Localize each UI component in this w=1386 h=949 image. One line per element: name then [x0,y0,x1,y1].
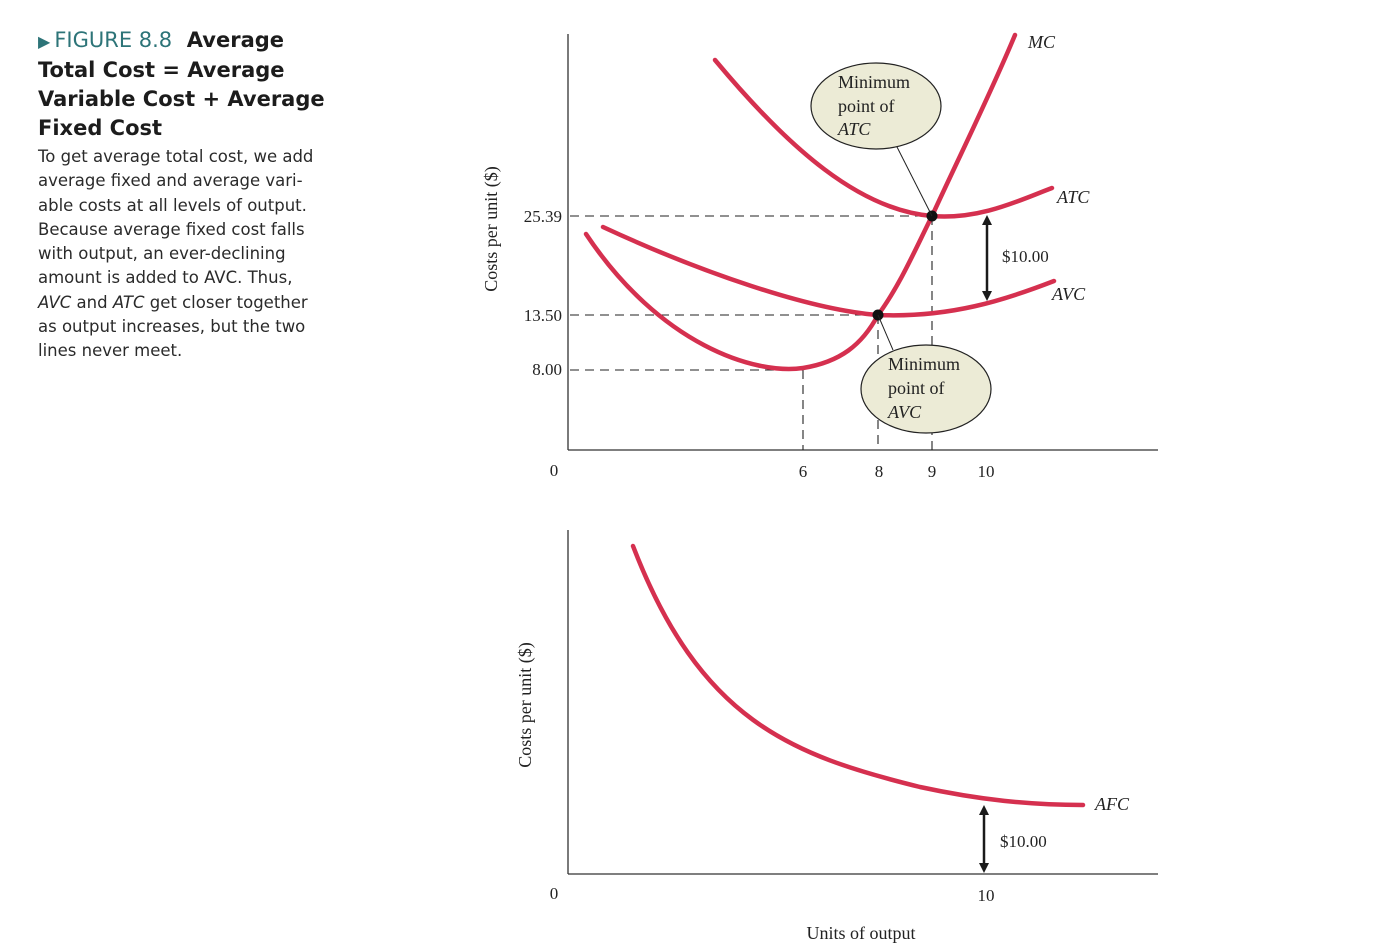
figure-caption: ▶ FIGURE 8.8 Average Total Cost = Average… [38,26,338,364]
atc-minimum-bubble [810,62,942,150]
figure-label: FIGURE 8.8 [54,28,173,52]
avc-label: AVC [1051,284,1086,304]
x-tick-8: 8 [875,462,884,481]
body-line-7-avc: AVC [38,292,72,312]
atc-label: ATC [1056,187,1090,207]
body-line-1: To get average total cost, we add [38,147,314,166]
body-line-9: lines never meet. [38,341,183,361]
bottom-x-tick-10: 10 [978,886,995,905]
x-tick-0: 0 [550,461,559,480]
title-line-3: Variable Cost + Average [38,87,325,111]
bottom-gap-label: $10.00 [1000,832,1047,851]
y-tick-8-00: 8.00 [532,360,562,379]
y-tick-25-39: 25.39 [524,207,562,226]
mc-label: MC [1027,32,1056,52]
caption-title: ▶ FIGURE 8.8 Average Total Cost = Average… [38,26,338,143]
body-line-8: as output increases, but the two [38,317,306,337]
avc-bubble-line-3: AVC [887,402,922,422]
afc-label: AFC [1094,794,1130,814]
bottom-x-tick-0: 0 [550,884,559,903]
atc-bubble-line-1: Minimum [838,72,910,92]
body-line-4: Because average fixed cost falls [38,219,305,239]
title-line-1: Average [186,28,285,52]
title-line-4: Fixed Cost [38,116,163,140]
body-line-3: able costs at all levels of output. [38,195,307,215]
top-gap-label: $10.00 [1002,247,1049,266]
title-line-2: Total Cost = Average [38,58,285,82]
x-tick-10: 10 [978,462,995,481]
avc-bubble-line-2: point of [888,378,945,398]
body-line-2: average fixed and average vari- [38,171,303,191]
x-tick-6: 6 [799,462,808,481]
body-line-7-rest: get closer together [144,292,308,312]
top-chart: Minimum point of ATC Minimum point of AV… [481,32,1158,481]
body-line-7-atc: ATC [112,292,145,312]
avc-curve [600,224,1057,318]
atc-curve [712,57,1055,219]
body-line-6: amount is added to AVC. Thus, [38,268,293,288]
atc-bubble-line-3: ATC [837,119,871,139]
y-tick-13-50: 13.50 [524,306,562,325]
bottom-y-axis-title: Costs per unit ($) [515,642,536,768]
body-line-7-and: and [71,292,113,312]
mc-curve [583,32,1018,372]
top-y-axis-title: Costs per unit ($) [481,166,502,292]
avc-bubble-pointer [877,314,894,351]
atc-bubble-line-2: point of [838,96,895,116]
x-tick-9: 9 [928,462,937,481]
avc-bubble-line-1: Minimum [888,354,960,374]
bottom-chart: $10.00 AFC 0 10 Costs per unit ($) Units… [515,530,1158,943]
avc-minimum-bubble [860,344,992,434]
caption-body: To get average total cost, we add averag… [38,145,338,364]
x-axis-title: Units of output [806,923,915,943]
caption-arrow-icon: ▶ [38,32,51,51]
body-line-5: with output, an ever-declining [38,244,286,264]
atc-bubble-pointer [895,144,933,217]
afc-curve [630,543,1086,808]
